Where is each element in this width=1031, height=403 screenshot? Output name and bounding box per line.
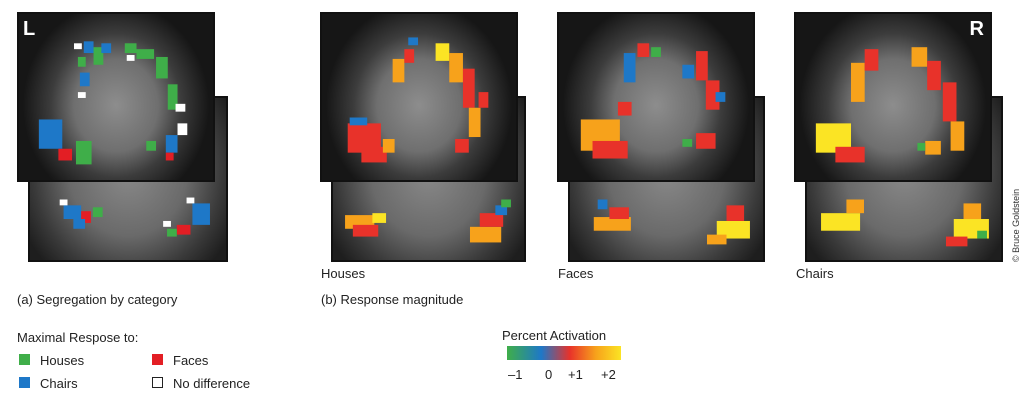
chairs-swatch xyxy=(19,377,30,388)
no-difference-swatch xyxy=(152,377,163,388)
scale-title: Percent Activation xyxy=(502,328,607,343)
houses-label: Houses xyxy=(321,266,366,281)
panel-faces-top-slice xyxy=(557,12,755,182)
scale-tick-minus-1: –1 xyxy=(508,367,523,382)
panel-a-caption: (a) Segregation by category xyxy=(17,292,178,307)
panel-b-caption: (b) Response magnitude xyxy=(321,292,464,307)
scale-tick-plus-1: +1 xyxy=(568,367,583,382)
faces-swatch xyxy=(152,354,163,365)
legend-chairs-label: Chairs xyxy=(40,376,78,391)
right-hemisphere-letter: R xyxy=(969,18,984,40)
scale-tick-0: 0 xyxy=(545,367,553,382)
faces-label: Faces xyxy=(558,266,594,281)
panel-chairs-bottom-overlay xyxy=(821,199,989,247)
scale-tick-plus-2: +2 xyxy=(601,367,616,382)
photo-credit: © Bruce Goldstein xyxy=(1011,188,1021,262)
activation-color-scale xyxy=(507,346,621,360)
houses-swatch xyxy=(19,354,30,365)
panel-a-bottom-overlay xyxy=(59,197,210,237)
left-hemisphere-letter: L xyxy=(23,18,36,40)
panel-houses-top-overlay xyxy=(347,37,489,163)
panel-houses-bottom-overlay xyxy=(345,199,511,243)
panel-a-top-slice: L xyxy=(17,12,215,182)
panel-a-top-overlay xyxy=(38,41,188,165)
legend-faces-label: Faces xyxy=(173,353,209,368)
panel-chairs-top-overlay xyxy=(815,47,965,163)
legend-title: Maximal Respose to: xyxy=(17,330,139,345)
chairs-label: Chairs xyxy=(796,266,834,281)
legend-no-difference-label: No difference xyxy=(173,376,251,391)
legend-houses-label: Houses xyxy=(40,353,85,368)
panel-chairs-top-slice: R xyxy=(794,12,992,182)
panel-faces-bottom-overlay xyxy=(593,199,750,245)
panel-faces-top-overlay xyxy=(580,43,726,159)
panel-houses-top-slice xyxy=(320,12,518,182)
